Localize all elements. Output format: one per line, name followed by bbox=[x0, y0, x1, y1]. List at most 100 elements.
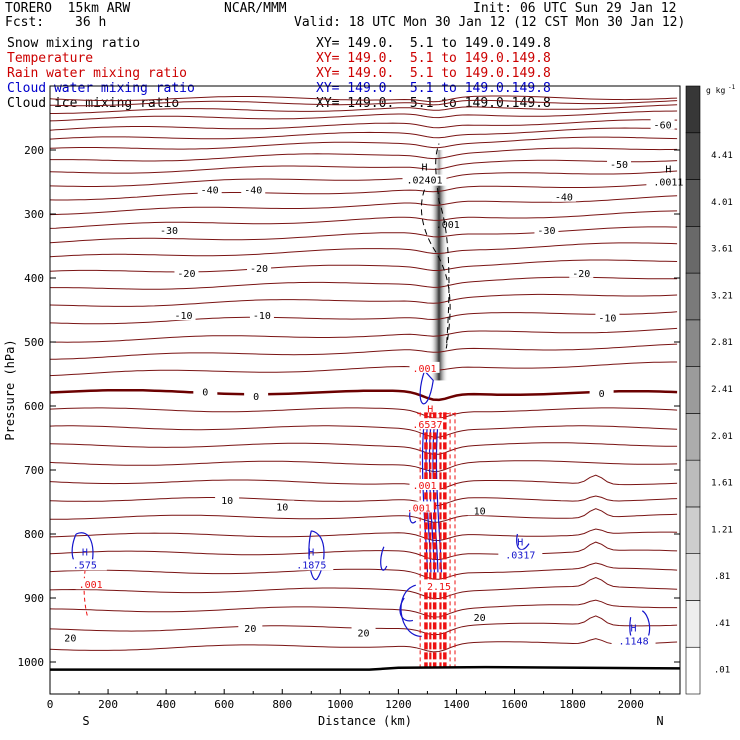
x-axis-label: Distance (km) bbox=[318, 714, 412, 728]
cloud-water-contour bbox=[516, 533, 530, 551]
colorbar-label: .01 bbox=[714, 666, 730, 676]
cloud-water-contour bbox=[435, 418, 442, 573]
cloud-water-max-marker: H bbox=[517, 538, 523, 549]
rain-contour-west bbox=[83, 562, 89, 618]
temperature-label: -10 bbox=[598, 314, 616, 325]
temperature-label: 10 bbox=[276, 502, 288, 513]
y-tick-label: 800 bbox=[24, 528, 44, 541]
cloud-water-max-value: .575 bbox=[73, 560, 97, 571]
cloud-water-max-marker: H bbox=[82, 547, 88, 558]
forecast-label: Fcst: bbox=[5, 15, 45, 30]
cloud-water-max-value: .0317 bbox=[505, 551, 535, 562]
axes: 0 200 400 600 800 1000 1200 1400 1600 1800 2000200… bbox=[3, 144, 680, 728]
isotherm-line bbox=[50, 259, 678, 273]
legend-cloud-water-mixing-ratio: Cloud water mixing ratio bbox=[7, 81, 195, 96]
valid-time: Valid: 18 UTC Mon 30 Jan 12 (12 CST Mon … bbox=[294, 15, 686, 30]
temperature-label: -60 bbox=[654, 120, 672, 131]
colorbar-label: 1.21 bbox=[711, 525, 733, 535]
ice-max-marker: H bbox=[665, 165, 671, 176]
isotherm-line bbox=[50, 170, 678, 187]
isotherm-line bbox=[50, 343, 678, 360]
isotherm-line bbox=[50, 562, 678, 580]
cloud-water-contour bbox=[428, 418, 435, 573]
temperature-label: 20 bbox=[64, 634, 76, 645]
rain-label: .001 bbox=[79, 580, 103, 591]
y-axis-label: Pressure (hPa) bbox=[3, 339, 17, 440]
x-tick-label: 1800 bbox=[559, 698, 586, 711]
isotherm-line bbox=[50, 210, 678, 229]
isotherm-line bbox=[50, 508, 678, 523]
colorbar-segment bbox=[685, 413, 701, 461]
rain-label: .001 bbox=[412, 364, 436, 375]
isotherm-line bbox=[50, 276, 678, 290]
cloud-water-contour bbox=[425, 418, 432, 573]
colorbar-segment bbox=[685, 319, 701, 367]
isotherm-line bbox=[50, 110, 678, 122]
legend-rain-water-mixing-ratio: Rain water mixing ratio bbox=[7, 66, 188, 81]
cloud-water-contour bbox=[400, 584, 422, 637]
colorbar-segment bbox=[685, 459, 701, 508]
y-tick-label: 400 bbox=[24, 272, 44, 285]
x-tick-label: 2000 bbox=[617, 698, 644, 711]
isotherm-line bbox=[50, 361, 678, 377]
legend-xy-3: XY= 149.0. 5.1 to 149.0.149.8 bbox=[316, 81, 551, 96]
colorbar-label: 2.01 bbox=[711, 432, 733, 442]
isotherm-line bbox=[50, 425, 678, 438]
snow-max-marker: H bbox=[422, 163, 428, 174]
colorbar-segment bbox=[685, 646, 701, 695]
y-tick-label: 600 bbox=[24, 400, 44, 413]
snow-contour-label: .001 bbox=[436, 220, 460, 231]
isotherm-0 bbox=[50, 388, 678, 402]
temperature-label: -50 bbox=[610, 160, 628, 171]
x-tick-label: 600 bbox=[214, 698, 234, 711]
rain-label: .001 bbox=[412, 481, 436, 492]
snow-max-value: .02401 bbox=[406, 176, 442, 187]
legend-xy-2: XY= 149.0. 5.1 to 149.0.149.8 bbox=[316, 66, 551, 81]
isotherm-line bbox=[50, 541, 678, 561]
isotherm-line bbox=[50, 293, 678, 307]
isotherm-line bbox=[50, 226, 678, 244]
isotherm-line bbox=[50, 528, 678, 542]
y-tick-label: 200 bbox=[24, 144, 44, 157]
x-tick-label: 400 bbox=[156, 698, 176, 711]
cloud-water-contour bbox=[419, 369, 434, 405]
snow-shading-top bbox=[434, 150, 445, 179]
rain-label: .6537 bbox=[412, 420, 442, 431]
cloud-ice-contour bbox=[420, 143, 451, 349]
colorbar-segment bbox=[685, 553, 701, 601]
isotherm-line bbox=[50, 442, 678, 455]
legend-temperature: Temperature bbox=[7, 51, 94, 66]
temperature-label: 10 bbox=[474, 506, 486, 517]
colorbar-segment bbox=[685, 179, 701, 227]
cloud-water-contour bbox=[421, 418, 429, 573]
snow-shading-column bbox=[430, 175, 449, 381]
legend-xy-0: XY= 149.0. 5.1 to 149.0.149.8 bbox=[316, 36, 551, 51]
colorbar-units: g kg bbox=[706, 86, 725, 95]
isotherm-line bbox=[50, 638, 678, 653]
isotherm-line bbox=[50, 615, 678, 636]
isotherm-line bbox=[50, 127, 678, 140]
colorbar-label: 4.41 bbox=[711, 151, 733, 161]
rain-max-marker: H bbox=[427, 404, 433, 415]
legend-cloud-ice-mixing-ratio: Cloud ice mixing ratio bbox=[7, 96, 180, 111]
x-tick-label: 800 bbox=[272, 698, 292, 711]
y-tick-label: 300 bbox=[24, 208, 44, 221]
temperature-label: -40 bbox=[244, 186, 262, 197]
colorbar-label: 1.61 bbox=[711, 479, 733, 489]
temperature-label: -30 bbox=[537, 226, 555, 237]
isotherm-line bbox=[50, 147, 678, 162]
model-name: TORERO 15km ARW bbox=[5, 1, 131, 16]
isotherm-line bbox=[50, 495, 678, 507]
x-tick-label: 200 bbox=[98, 698, 118, 711]
temperature-label: -20 bbox=[177, 269, 195, 280]
cloud-water-contour bbox=[432, 418, 439, 573]
isotherm-line bbox=[50, 327, 678, 343]
temperature-label: 0 bbox=[253, 392, 259, 403]
rain-label: .001 bbox=[407, 503, 431, 514]
end-label-south: S bbox=[82, 714, 89, 728]
cloud-water-contour bbox=[71, 532, 94, 570]
x-tick-label: 1400 bbox=[443, 698, 470, 711]
temperature-label: 10 bbox=[221, 496, 233, 507]
cloud-water-max-marker: H bbox=[631, 623, 637, 634]
